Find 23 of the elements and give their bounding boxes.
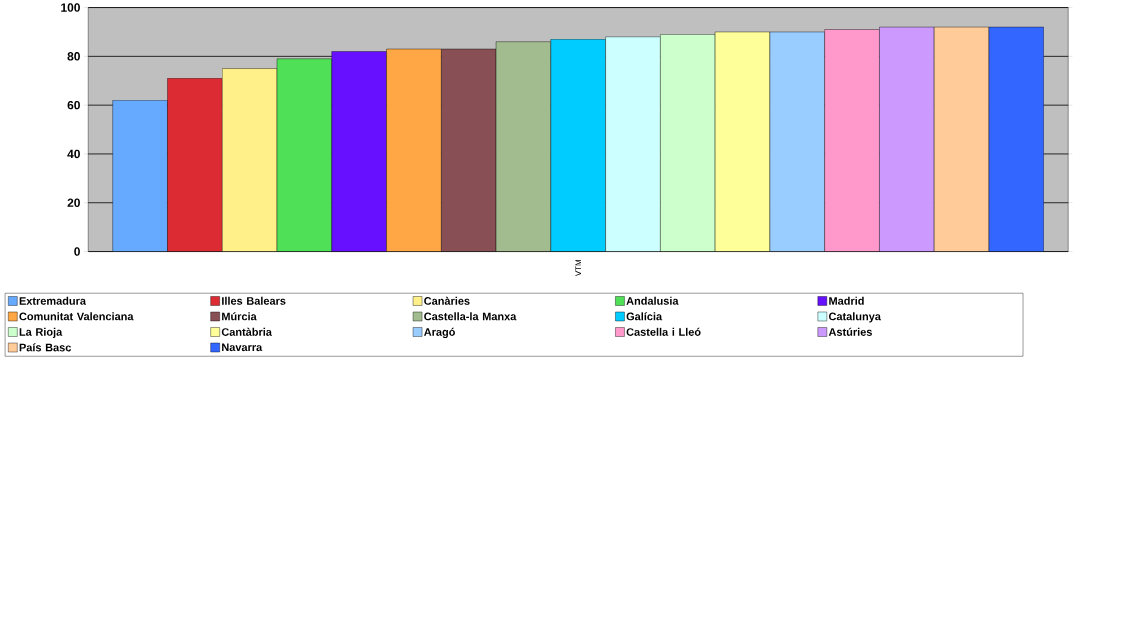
legend-label: Illes Balears xyxy=(222,296,286,305)
legend-label: Madrid xyxy=(829,296,864,305)
legend-label: La Rioja xyxy=(19,327,63,339)
legend-label: Castella i Lleó xyxy=(626,327,701,336)
legend-label: Múrcia xyxy=(222,312,257,321)
y-tick-label: 100 xyxy=(61,3,80,12)
y-tick-label: 0 xyxy=(74,247,80,256)
legend-label: Castella-la Manxa xyxy=(424,312,517,321)
y-tick-label: 60 xyxy=(67,101,80,110)
legend-label: País Basc xyxy=(19,343,72,352)
legend-label: Cantàbria xyxy=(221,327,272,336)
legend-label: Aragó xyxy=(424,327,455,339)
legend-label: Astúries xyxy=(828,327,872,336)
legend-label: Canàries xyxy=(424,296,470,305)
y-tick-label: 80 xyxy=(67,52,80,61)
y-tick-label: 20 xyxy=(67,198,80,208)
legend-label: Catalunya xyxy=(828,312,881,323)
legend-label: Comunitat Valenciana xyxy=(19,312,134,321)
legend-label: Navarra xyxy=(222,343,263,352)
legend-label: Andalusia xyxy=(626,296,679,305)
legend-label: Galícia xyxy=(626,312,663,321)
legend-label: Extremadura xyxy=(19,296,87,305)
y-tick-label: 40 xyxy=(67,149,80,159)
